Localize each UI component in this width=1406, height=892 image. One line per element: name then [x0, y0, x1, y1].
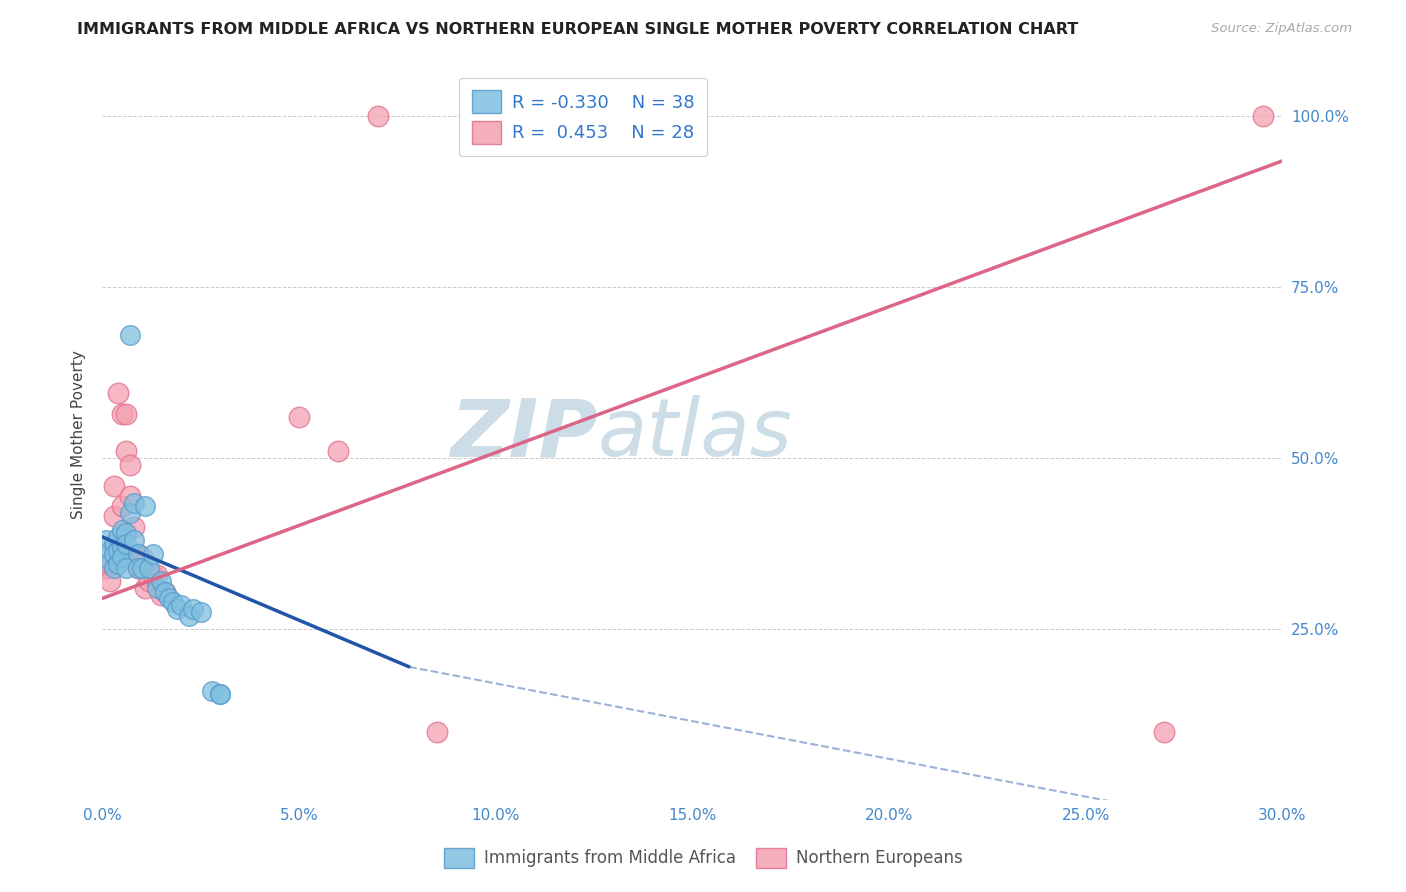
Point: [114, 526, 136, 541]
Point: [98, 558, 121, 572]
Point: [177, 608, 200, 623]
Point: [111, 540, 134, 554]
Point: [118, 489, 141, 503]
Point: [146, 581, 169, 595]
Point: [157, 591, 180, 606]
Text: atlas: atlas: [598, 395, 793, 474]
Point: [103, 478, 125, 492]
Point: [288, 410, 311, 425]
Legend: R = -0.330    N = 38, R =  0.453    N = 28: R = -0.330 N = 38, R = 0.453 N = 28: [460, 78, 707, 156]
Point: [134, 499, 156, 513]
Point: [103, 537, 125, 551]
Point: [1251, 109, 1274, 123]
Point: [131, 560, 153, 574]
Text: IMMIGRANTS FROM MIDDLE AFRICA VS NORTHERN EUROPEAN SINGLE MOTHER POVERTY CORRELA: IMMIGRANTS FROM MIDDLE AFRICA VS NORTHER…: [77, 22, 1078, 37]
Point: [131, 550, 153, 565]
Point: [166, 601, 188, 615]
Point: [142, 567, 165, 582]
Text: ZIP: ZIP: [450, 395, 598, 474]
Point: [114, 444, 136, 458]
Point: [114, 537, 136, 551]
Point: [94, 533, 117, 548]
Point: [328, 444, 350, 458]
Point: [153, 584, 176, 599]
Point: [367, 109, 389, 123]
Point: [127, 547, 149, 561]
Legend: Immigrants from Middle Africa, Northern Europeans: Immigrants from Middle Africa, Northern …: [437, 841, 969, 875]
Point: [111, 523, 134, 537]
Point: [94, 560, 117, 574]
Point: [103, 560, 125, 574]
Point: [127, 547, 149, 561]
Point: [138, 574, 160, 589]
Point: [150, 574, 173, 589]
Point: [1153, 724, 1175, 739]
Point: [111, 499, 134, 513]
Point: [162, 595, 184, 609]
Point: [170, 599, 193, 613]
Point: [118, 506, 141, 520]
Point: [138, 560, 160, 574]
Point: [114, 560, 136, 574]
Point: [209, 687, 232, 701]
Point: [111, 407, 134, 421]
Point: [107, 543, 129, 558]
Point: [107, 530, 129, 544]
Point: [153, 584, 176, 599]
Point: [122, 519, 145, 533]
Point: [98, 543, 121, 558]
Text: Source: ZipAtlas.com: Source: ZipAtlas.com: [1212, 22, 1353, 36]
Point: [134, 581, 156, 595]
Point: [181, 601, 204, 615]
Point: [114, 407, 136, 421]
Point: [209, 687, 232, 701]
Point: [426, 724, 449, 739]
Y-axis label: Single Mother Poverty: Single Mother Poverty: [72, 350, 86, 519]
Point: [127, 560, 149, 574]
Point: [190, 605, 212, 619]
Point: [118, 458, 141, 472]
Point: [103, 509, 125, 524]
Point: [103, 547, 125, 561]
Point: [150, 588, 173, 602]
Point: [146, 567, 169, 582]
Point: [111, 550, 134, 565]
Point: [201, 683, 224, 698]
Point: [107, 558, 129, 572]
Point: [118, 328, 141, 343]
Point: [127, 560, 149, 574]
Point: [98, 574, 121, 589]
Point: [142, 547, 165, 561]
Point: [122, 496, 145, 510]
Point: [107, 386, 129, 401]
Point: [98, 554, 121, 568]
Point: [122, 533, 145, 548]
